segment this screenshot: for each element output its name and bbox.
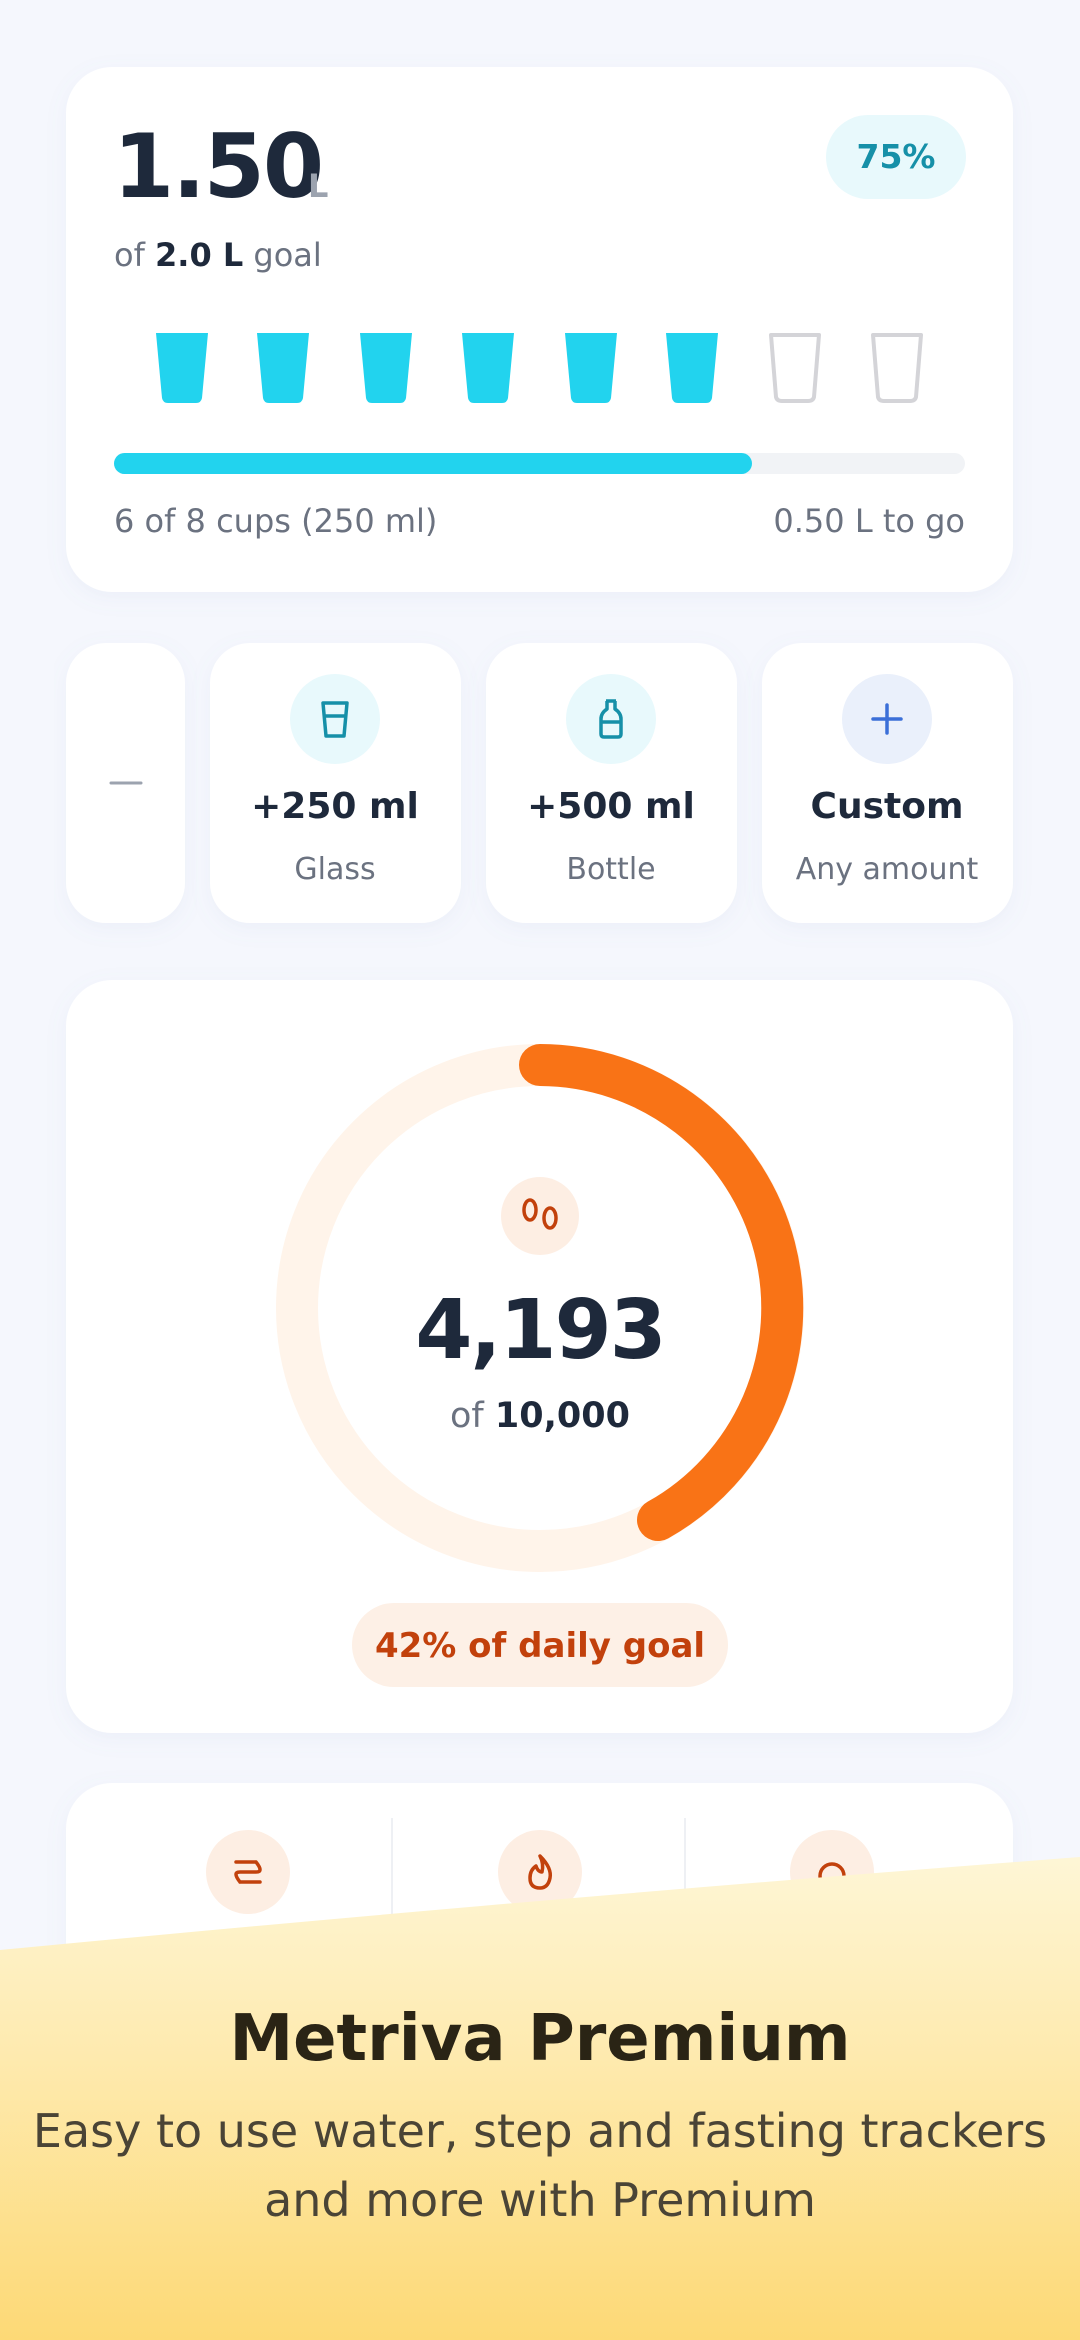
quick-card[interactable] (486, 643, 737, 923)
goal-suffix: goal (253, 236, 321, 274)
progress-fill (114, 453, 752, 474)
icon-bg (566, 674, 656, 764)
quick-subtitle: Glass (294, 852, 375, 887)
cup-empty (871, 333, 923, 403)
quick-title: Custom (811, 786, 964, 827)
steps-goal-prefix: of (450, 1396, 484, 1436)
steps-badge-text: 42% of daily goal (375, 1626, 705, 1666)
steps-card (66, 980, 1013, 1733)
percent-pill (826, 115, 966, 199)
minus-button[interactable] (66, 643, 185, 923)
ring-progress (519, 1044, 804, 1541)
cup-filled (257, 333, 309, 403)
quick-card[interactable] (762, 643, 1013, 923)
cup-filled (156, 333, 208, 403)
footsteps-icon (522, 1198, 558, 1230)
percent-text: 75% (857, 137, 936, 176)
cup-filled (360, 333, 412, 403)
quick-card[interactable] (210, 643, 461, 923)
cup-filled (666, 333, 718, 403)
quick-title: +500 ml (527, 786, 695, 827)
plus-icon (871, 703, 903, 735)
cup-filled (462, 333, 514, 403)
add-bottle-button[interactable]: +500 ml Bottle (486, 643, 737, 923)
flame-icon (528, 1854, 553, 1890)
add-glass-button[interactable]: +250 ml Glass (210, 643, 461, 923)
goal-text: of 2.0 L goal (114, 236, 322, 274)
steps-count: 4,193 (415, 1283, 664, 1378)
water-unit: L (308, 167, 328, 205)
quick-subtitle: Any amount (796, 852, 979, 887)
bottle-icon (599, 699, 623, 739)
water-amount: 1.50 (113, 115, 322, 218)
premium-banner[interactable] (0, 1857, 1080, 2340)
steps-badge (352, 1603, 728, 1687)
steps-icon-bg (501, 1177, 579, 1255)
custom-button[interactable]: Custom Any amount (762, 643, 1013, 923)
cup-empty (769, 333, 821, 403)
premium-subtitle: Easy to use water, step and fasting trac… (33, 2104, 1047, 2158)
goal-value: 2.0 L (155, 236, 243, 274)
cups-text: 6 of 8 cups (250 ml) (114, 502, 437, 540)
quick-subtitle: Bottle (566, 852, 655, 887)
quick-title: +250 ml (251, 786, 419, 827)
premium-subtitle: and more with Premium (264, 2173, 816, 2227)
remaining-text: 0.50 L to go (773, 502, 965, 540)
cups (156, 333, 923, 403)
goal-prefix: of (114, 236, 146, 274)
steps-goal-value: 10,000 (495, 1396, 630, 1436)
glass-icon (321, 701, 349, 738)
steps-goal: of 10,000 (450, 1396, 630, 1436)
icon-bg (290, 674, 380, 764)
premium-title: Metriva Premium (229, 2002, 850, 2076)
route-icon (234, 1860, 262, 1884)
cup-filled (565, 333, 617, 403)
